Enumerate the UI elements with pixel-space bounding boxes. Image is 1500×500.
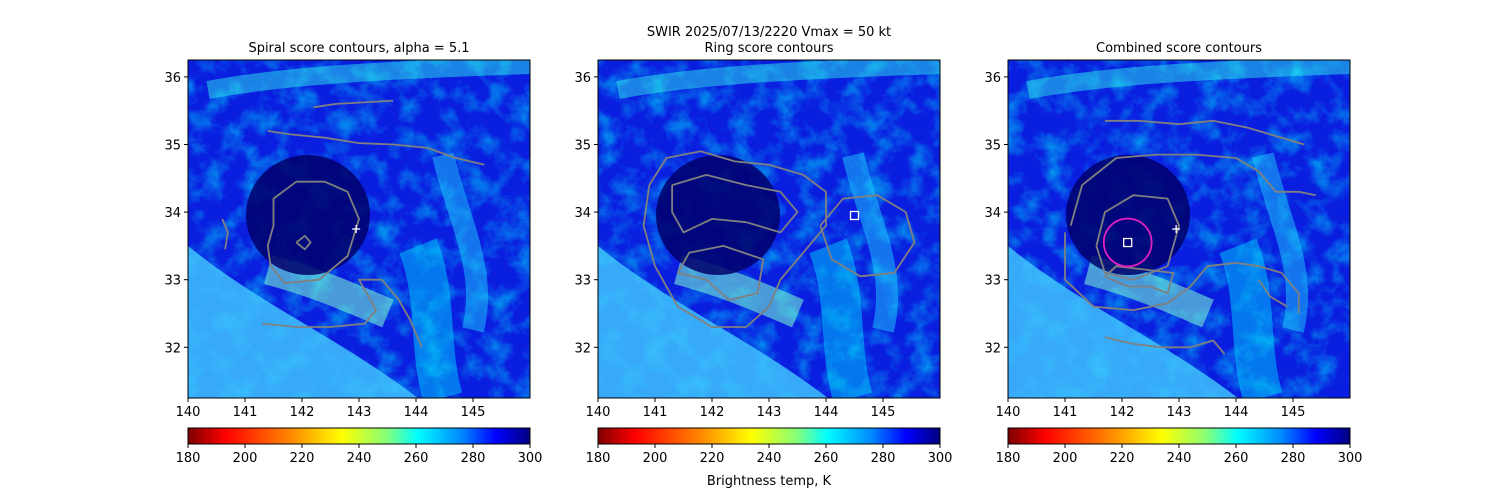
contour-line [671,174,799,234]
x-tick-label: 141 [643,405,668,420]
heatmap-image [598,60,940,398]
contour-line [221,218,229,250]
colorbar-tick-label: 200 [1053,451,1078,466]
y-tick-label: 36 [984,71,1001,86]
colorbar-gradient [1007,427,1351,445]
colorbar-tick-label: 180 [586,451,611,466]
panel-3: Combined score contours 140 141 142 143 144 14… [984,41,1362,466]
colorbar: 180 200 220 240 260 280 300 [586,427,953,466]
colorbar-label: Brightness temp, K [707,474,832,489]
y-tick-label: 35 [984,139,1001,154]
colorbar: 180 200 220 240 260 280 300 [176,427,543,466]
colorbar-tick-label: 240 [757,451,782,466]
colorbar-tick-label: 300 [518,451,543,466]
x-tick-label: 143 [347,405,372,420]
y-tick-label: 34 [984,206,1001,221]
x-tick-label: 143 [1167,405,1192,420]
x-tick-label: 142 [700,405,725,420]
center-plus-marker [352,225,361,233]
x-tick-label: 140 [586,405,611,420]
y-tick-label: 34 [164,206,181,221]
colorbar-tick-label: 180 [996,451,1021,466]
colorbar-tick-label: 300 [1338,451,1363,466]
panel-2: Ring score contours 140 141 142 143 144 145 32 3… [574,41,952,466]
center-plus-marker [1172,225,1181,233]
colorbar-gradient [187,427,531,445]
center-square-marker [849,210,860,221]
x-tick-label: 140 [996,405,1021,420]
x-tick-label: 144 [814,405,839,420]
x-tick-label: 142 [1110,405,1135,420]
contour-line [1064,232,1300,314]
x-tick-label: 142 [290,405,315,420]
panel-title: Spiral score contours, alpha = 5.1 [248,41,469,56]
y-tick-label: 33 [574,274,591,289]
contour-line [1258,279,1288,308]
colorbar-tick-label: 260 [404,451,429,466]
colorbar-tick-label: 240 [1167,451,1192,466]
x-tick-label: 145 [1281,405,1306,420]
contour-line [1104,265,1175,295]
colorbar-tick-label: 280 [1281,451,1306,466]
contour-line [642,150,827,328]
contour-line [313,99,394,109]
y-tick-label: 36 [164,71,181,86]
colorbar-tick-label: 220 [290,451,315,466]
x-tick-label: 141 [233,405,258,420]
y-tick-label: 32 [164,341,181,356]
contour-line [1104,119,1305,146]
x-tick-label: 145 [461,405,486,420]
y-tick-label: 33 [164,274,181,289]
colorbar-tick-label: 180 [176,451,201,466]
x-tick-label: 143 [757,405,782,420]
colorbar-tick-label: 280 [461,451,486,466]
y-tick-label: 34 [574,206,591,221]
y-tick-label: 32 [984,341,1001,356]
colorbar-tick-label: 280 [871,451,896,466]
x-tick-label: 145 [871,405,896,420]
eye-ring-marker [1102,217,1153,268]
x-tick-label: 144 [404,405,429,420]
center-square-marker [1123,237,1133,248]
panel-title: Combined score contours [1096,41,1262,56]
panel-title: Ring score contours [704,41,833,56]
colorbar-tick-label: 260 [1224,451,1249,466]
contour-line [1069,153,1316,226]
y-tick-label: 35 [574,139,591,154]
colorbar-tick-label: 200 [643,451,668,466]
y-tick-label: 36 [574,71,591,86]
colorbar-tick-label: 260 [814,451,839,466]
colorbar-tick-label: 300 [928,451,953,466]
panel-1: Spiral score contours, alpha = 5.1 140 141… [164,41,542,466]
contour-line [819,194,916,278]
figure-suptitle: SWIR 2025/07/13/2220 Vmax = 50 kt [647,25,891,40]
contour-line [295,234,312,251]
x-tick-label: 140 [176,405,201,420]
colorbar: 180 200 220 240 260 280 300 [996,427,1363,466]
colorbar-tick-label: 220 [700,451,725,466]
colorbar-tick-label: 220 [1110,451,1135,466]
contour-line [267,130,485,166]
contour-line [266,180,360,284]
x-tick-label: 141 [1053,405,1078,420]
contour-line [677,245,765,301]
x-tick-label: 144 [1224,405,1249,420]
contour-line [1095,194,1180,281]
contour-line [262,278,423,348]
y-tick-label: 33 [984,274,1001,289]
colorbar-gradient [597,427,941,445]
contour-line [1104,336,1226,355]
colorbar-tick-label: 200 [233,451,258,466]
y-tick-label: 35 [164,139,181,154]
y-tick-label: 32 [574,341,591,356]
colorbar-tick-label: 240 [347,451,372,466]
heatmap-image [1008,60,1350,398]
